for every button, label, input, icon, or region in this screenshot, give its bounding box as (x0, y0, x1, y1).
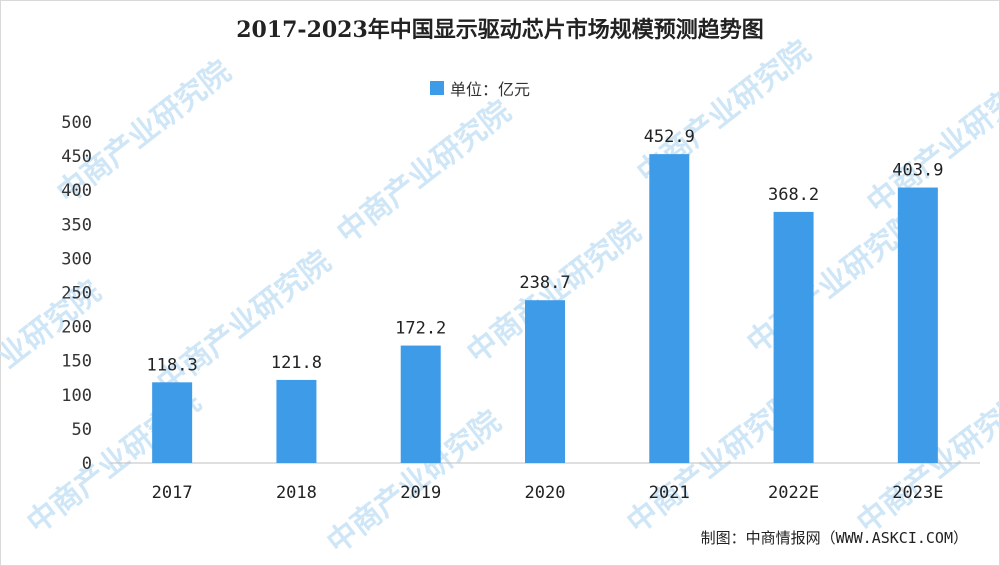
x-tick-label: 2017 (152, 483, 193, 503)
bar (525, 300, 565, 463)
bar-value-label: 121.8 (271, 353, 322, 373)
bar (773, 211, 814, 463)
value-labels: 118.3 121.8 172.2 238.7 452.9 368.2 403.9 (147, 127, 944, 375)
bar-value-label: 238.7 (519, 273, 570, 293)
x-tick-label: 2018 (276, 483, 317, 503)
chart-title: 2017-2023年中国显示驱动芯片市场规模预测趋势图 (236, 17, 764, 43)
x-tick-label: 2020 (525, 483, 566, 503)
y-axis-ticks: 0 50 100 150 200 250 300 350 400 450 500 (61, 113, 92, 474)
y-tick-label: 100 (61, 386, 92, 406)
y-tick-label: 400 (61, 181, 92, 201)
bars (152, 154, 938, 463)
bar (276, 379, 317, 463)
chart-legend: 单位：亿元 (430, 78, 531, 99)
watermark-text: 中商产业研究院 (331, 94, 518, 251)
bar (152, 382, 193, 463)
bar-value-label: 403.9 (892, 161, 943, 181)
bar-value-label: 118.3 (147, 355, 198, 375)
y-tick-label: 500 (61, 113, 92, 133)
x-axis-ticks: 2017 2018 2019 2020 2021 2022E 2023E (152, 483, 944, 503)
source-credit: 制图：中商情报网（WWW.ASKCI.COM） (700, 529, 968, 547)
y-tick-label: 350 (61, 215, 92, 235)
y-tick-label: 450 (61, 147, 92, 167)
bar (649, 154, 690, 463)
legend-swatch (430, 81, 444, 95)
x-tick-label: 2019 (400, 483, 441, 503)
legend-label: 单位：亿元 (450, 80, 531, 99)
y-tick-label: 0 (82, 454, 92, 474)
bar (400, 345, 441, 463)
x-tick-label: 2021 (649, 483, 690, 503)
bar-value-label: 452.9 (644, 127, 695, 147)
y-tick-label: 250 (61, 284, 92, 304)
x-tick-label: 2023E (892, 483, 943, 503)
y-tick-label: 300 (61, 249, 92, 269)
watermark-text: 中商产业研究院 (151, 244, 338, 401)
y-tick-label: 150 (61, 352, 92, 372)
bar-value-label: 172.2 (395, 319, 446, 339)
y-tick-label: 50 (72, 420, 92, 440)
bar (897, 187, 938, 463)
bar-value-label: 368.2 (768, 185, 819, 205)
y-tick-label: 200 (61, 318, 92, 338)
x-tick-label: 2022E (768, 483, 819, 503)
